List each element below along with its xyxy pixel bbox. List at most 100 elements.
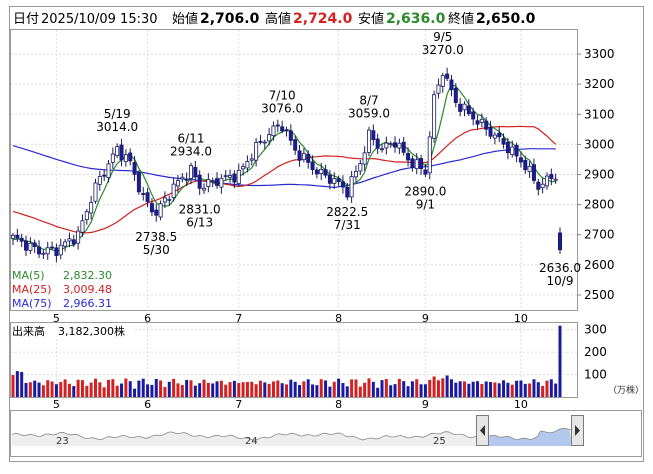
volume-bar bbox=[345, 386, 349, 397]
navigator-label-25: 25 bbox=[433, 436, 446, 447]
candle-body bbox=[340, 181, 345, 188]
candle-body bbox=[267, 134, 272, 142]
candle-body bbox=[141, 193, 146, 195]
volume-bar bbox=[441, 378, 445, 397]
candle-body bbox=[453, 87, 458, 103]
volume-bar bbox=[102, 387, 106, 397]
volume-title: 出来高 bbox=[12, 324, 45, 338]
volume-bar bbox=[449, 379, 453, 397]
volume-bar bbox=[133, 388, 137, 397]
candle-body bbox=[440, 75, 445, 87]
candle-body bbox=[136, 172, 141, 193]
volume-bar bbox=[115, 385, 119, 397]
ma-legend: MA(5) 2,832.30 MA(25) 3,009.48 MA(75) 2,… bbox=[11, 267, 119, 310]
volume-bar bbox=[85, 385, 89, 397]
month-tick-label: 7 bbox=[235, 398, 242, 411]
price-tick-label: 2600 bbox=[584, 258, 615, 272]
candle-body bbox=[249, 158, 254, 161]
volume-bar bbox=[436, 380, 440, 397]
candle-body bbox=[553, 178, 558, 181]
candle-body bbox=[492, 134, 497, 139]
month-tick-label: 10 bbox=[514, 312, 528, 325]
month-axis-price: 5 6 7 8 9 10 bbox=[53, 312, 528, 325]
candle-body bbox=[505, 141, 510, 154]
candle-body bbox=[245, 161, 250, 169]
annotation-text: 2890.0 bbox=[404, 185, 446, 199]
volume-bar bbox=[124, 378, 128, 397]
candle-body bbox=[306, 153, 311, 163]
volume-bar bbox=[397, 378, 401, 397]
month-tick-label: 8 bbox=[335, 312, 342, 325]
price-tick-label: 3300 bbox=[584, 47, 615, 61]
candle-body bbox=[19, 237, 24, 242]
ma75-label: MA(75) bbox=[12, 297, 52, 310]
volume-bar bbox=[111, 379, 115, 397]
candle-body bbox=[115, 146, 120, 157]
ma5-label: MA(5) bbox=[12, 269, 45, 282]
volume-bar bbox=[358, 386, 362, 397]
candle-body bbox=[366, 129, 371, 153]
volume-bar bbox=[54, 384, 58, 397]
candle-body bbox=[97, 176, 102, 185]
volume-bar bbox=[332, 381, 336, 397]
volume-bar bbox=[428, 379, 432, 397]
candle-body bbox=[540, 183, 545, 189]
volume-bar bbox=[254, 384, 258, 397]
volume-bar bbox=[228, 382, 232, 397]
candle-body bbox=[119, 144, 124, 161]
candle-body bbox=[414, 159, 419, 170]
navigator-area bbox=[12, 426, 582, 446]
candle-body bbox=[345, 186, 350, 198]
candle-body bbox=[215, 178, 220, 186]
month-tick-label: 10 bbox=[514, 398, 528, 411]
candle-body bbox=[523, 159, 528, 171]
volume-bar bbox=[63, 379, 67, 397]
volume-bar bbox=[554, 383, 558, 397]
volume-bar bbox=[523, 383, 527, 397]
annotation-value: 6/13 bbox=[186, 215, 213, 229]
candle-body bbox=[206, 179, 211, 187]
volume-bar bbox=[150, 384, 154, 397]
volume-bar bbox=[371, 381, 375, 397]
volume-bar bbox=[545, 380, 549, 397]
candle-body bbox=[319, 168, 324, 174]
volume-bar bbox=[41, 385, 45, 397]
volume-bars bbox=[11, 325, 562, 397]
ohlc-header: 日付 2025/10/09 15:30 始値 2,706.0 高値 2,724.… bbox=[10, 7, 643, 29]
low-value: 2,636.0 bbox=[386, 11, 446, 27]
volume-bar bbox=[324, 380, 328, 397]
volume-bar bbox=[202, 379, 206, 397]
candle-body bbox=[410, 158, 415, 168]
candle-body bbox=[219, 177, 224, 188]
volume-axis: 100 200 300 bbox=[584, 323, 607, 382]
candle-body bbox=[458, 103, 463, 112]
candle-body bbox=[80, 220, 85, 233]
date-label: 日付 bbox=[13, 12, 39, 27]
volume-bar bbox=[480, 383, 484, 397]
volume-bar bbox=[224, 384, 228, 397]
volume-bar bbox=[541, 385, 545, 397]
volume-bar bbox=[72, 386, 76, 397]
candle-body bbox=[310, 161, 315, 170]
volume-bar bbox=[67, 383, 71, 397]
annotation-value: 3059.0 bbox=[348, 107, 390, 121]
annotation-value: 5/30 bbox=[143, 243, 170, 257]
volume-bar bbox=[46, 380, 50, 397]
price-tick-label: 3000 bbox=[584, 137, 615, 151]
navigator-right-handle[interactable] bbox=[571, 415, 584, 446]
candle-body bbox=[293, 139, 298, 151]
candle-body bbox=[514, 144, 519, 157]
volume-bar bbox=[306, 379, 310, 397]
candle-body bbox=[28, 242, 33, 251]
candle-body bbox=[353, 170, 358, 178]
volume-bar bbox=[198, 383, 202, 397]
candle-body bbox=[154, 209, 159, 216]
candle-body bbox=[180, 176, 185, 180]
high-value: 2,724.0 bbox=[293, 11, 353, 27]
navigator-left-handle[interactable] bbox=[476, 415, 489, 446]
volume-bar bbox=[519, 380, 523, 397]
month-tick-label: 5 bbox=[53, 312, 60, 325]
annotation-text: 2636.0 bbox=[539, 261, 581, 275]
volume-bar bbox=[363, 382, 367, 397]
